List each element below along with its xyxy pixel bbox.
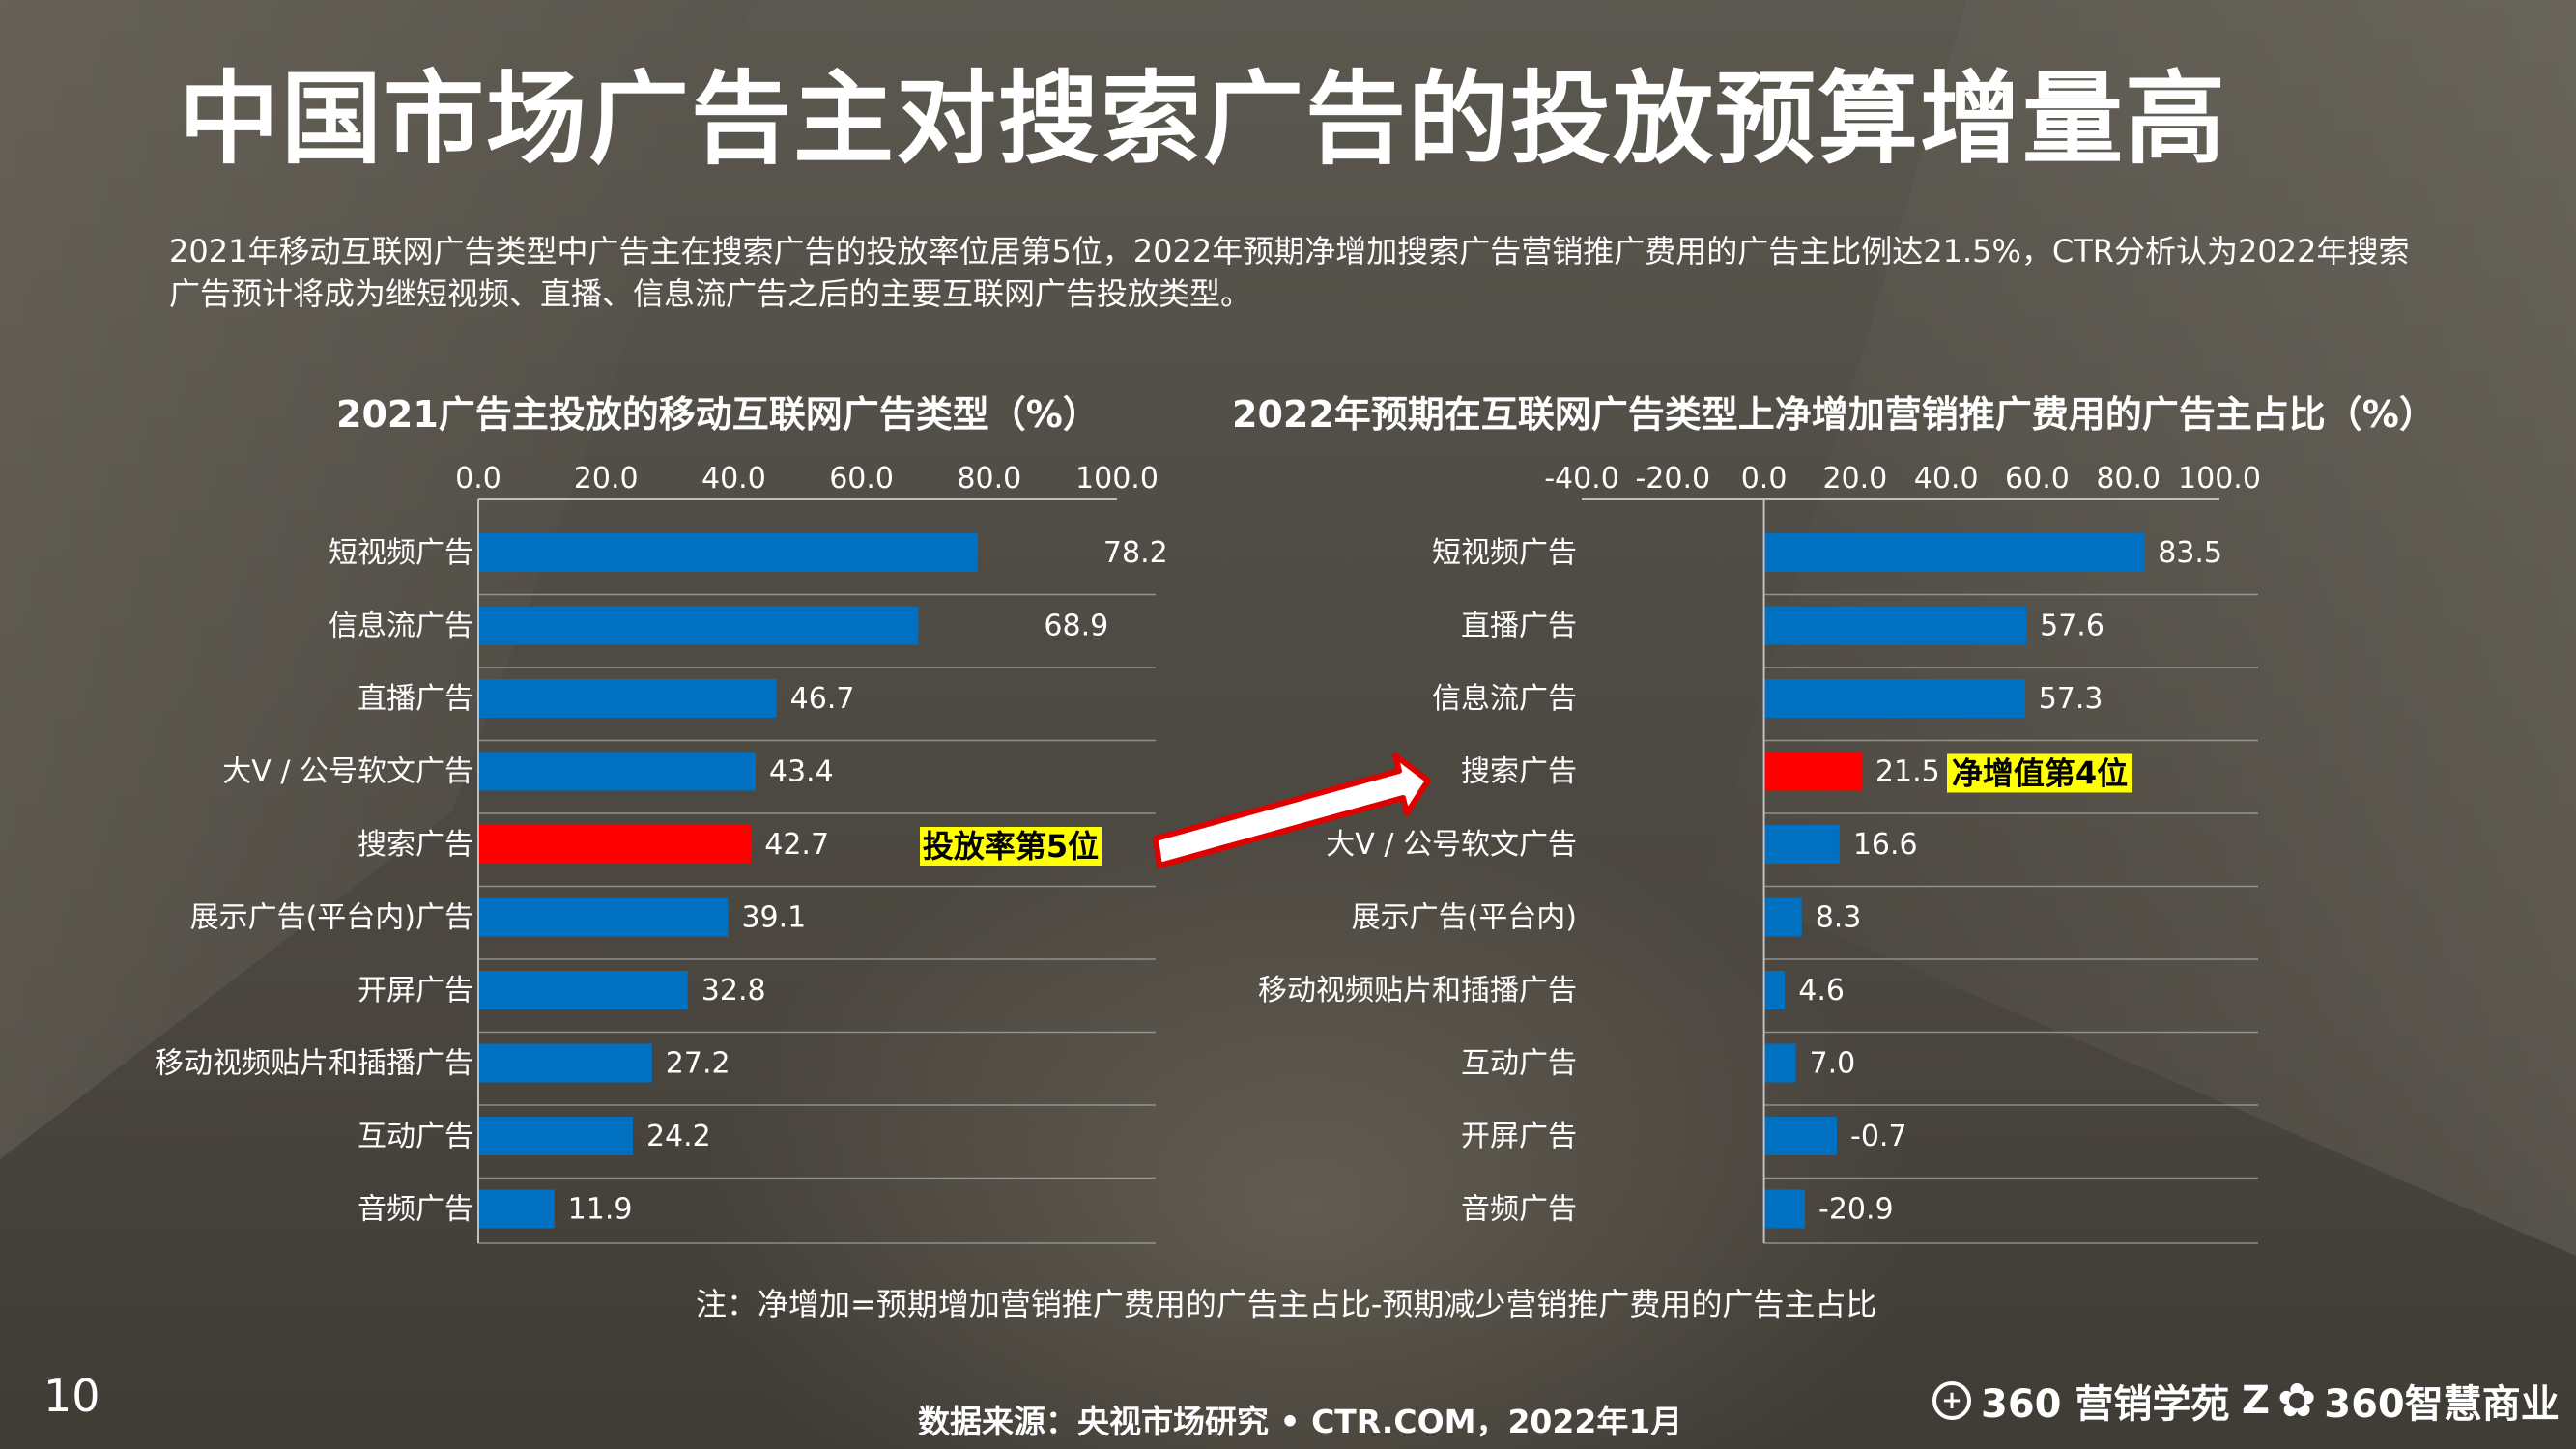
bar-series [478, 606, 919, 645]
category-label: 互动广告 [1461, 1047, 1577, 1081]
data-label: 57.6 [2040, 610, 2104, 643]
bar-series [1763, 897, 1802, 937]
connector-arrow-icon [1153, 753, 1431, 868]
bar-series [478, 679, 777, 718]
data-label: 32.8 [701, 974, 766, 1008]
tick-label: 0.0 [1741, 462, 1788, 496]
data-label: 68.9 [1044, 610, 1108, 643]
flower-icon: ✿ [2277, 1374, 2317, 1428]
bar-series [1763, 971, 1786, 1009]
plus-circle-icon: + [1932, 1381, 1971, 1420]
data-label: 27.2 [666, 1047, 730, 1081]
tick-label: 100.0 [1075, 462, 1159, 496]
data-label: 39.1 [741, 901, 806, 935]
intro-text: 2021年移动互联网广告类型中广告主在搜索广告的投放率位居第5位，2022年预期… [169, 233, 2410, 312]
tick-label: 0.0 [455, 462, 501, 496]
category-label: 直播广告 [358, 682, 473, 716]
callout-box [920, 827, 1102, 866]
category-label: 搜索广告 [1461, 755, 1577, 789]
data-label: -0.7 [1850, 1120, 1907, 1153]
category-label: 短视频广告 [329, 536, 473, 570]
tick-label: 100.0 [2178, 462, 2261, 496]
bar-series [478, 1117, 633, 1155]
bar-series [1763, 606, 2027, 645]
footnote: 注：净增加=预期增加营销推广费用的广告主占比-预期减少营销推广费用的广告主占比 [696, 1286, 1877, 1322]
tick-label: 20.0 [1822, 462, 1887, 496]
logo-right-text: 360智慧商业 [2324, 1382, 2560, 1427]
category-label: 直播广告 [1461, 610, 1577, 643]
category-label: 移动视频贴片和插播广告 [1258, 974, 1577, 1008]
chart-title-2022: 2022年预期在互联网广告类型上净增加营销推广费用的广告主占比（%） [1232, 393, 2436, 436]
data-label: 7.0 [1810, 1047, 1856, 1081]
data-label: 42.7 [764, 828, 829, 862]
data-label: 24.2 [646, 1120, 711, 1153]
tick-label: -20.0 [1635, 462, 1710, 496]
callout-box [1947, 753, 2132, 793]
category-label: 信息流广告 [1432, 682, 1577, 716]
data-label: 11.9 [568, 1193, 633, 1227]
tick-label: 80.0 [2096, 462, 2161, 496]
data-label: 21.5 [1875, 755, 1940, 789]
bar-series [1763, 1189, 1805, 1229]
bar-highlight [478, 825, 752, 864]
category-label: 音频广告 [1461, 1193, 1577, 1227]
logo-360-smart-business: Z ✿ 360智慧商业 [2242, 1372, 2560, 1430]
tick-label: 40.0 [1914, 462, 1979, 496]
slide-title: 中国市场广告主对搜索广告的投放预算增量高 [179, 60, 2228, 178]
bar-series [478, 971, 688, 1009]
tick-label: 60.0 [829, 462, 894, 496]
tick-label: 60.0 [2005, 462, 2070, 496]
logo-360-marketing: + 360 营销学苑 [1932, 1372, 2229, 1430]
category-label: 开屏广告 [1461, 1120, 1577, 1153]
data-label: 8.3 [1816, 901, 1862, 935]
data-label: 78.2 [1103, 536, 1168, 570]
category-label: 开屏广告 [358, 974, 473, 1008]
bar-series [1763, 1117, 1837, 1155]
category-label: 音频广告 [358, 1193, 473, 1227]
category-label: 信息流广告 [329, 610, 473, 643]
tick-label: 20.0 [574, 462, 639, 496]
category-label: 移动视频贴片和插播广告 [155, 1047, 473, 1081]
bar-series [1763, 533, 2145, 572]
category-label: 大V / 公号软文广告 [222, 755, 473, 789]
data-label: 4.6 [1798, 974, 1845, 1008]
category-label: 短视频广告 [1432, 536, 1577, 570]
data-label: 57.3 [2039, 682, 2104, 716]
tick-label: 40.0 [701, 462, 766, 496]
data-label: 83.5 [2158, 536, 2222, 570]
page-number: 10 [43, 1370, 100, 1422]
data-label: 16.6 [1853, 828, 1918, 862]
tick-label: 80.0 [957, 462, 1021, 496]
category-label: 展示广告(平台内) [1352, 901, 1577, 935]
callout-label: 投放率第5位 [923, 828, 1099, 865]
bar-series [478, 533, 978, 572]
bar-series [1763, 1043, 1796, 1083]
data-source: 数据来源：央视市场研究 • CTR.COM，2022年1月 [918, 1403, 1683, 1440]
callout-label: 净增值第4位 [1952, 755, 2128, 792]
bar-series [478, 752, 756, 791]
category-label: 互动广告 [358, 1120, 473, 1153]
bar-highlight [1763, 752, 1862, 791]
data-label: -20.9 [1818, 1193, 1894, 1227]
category-label: 展示广告(平台内)广告 [190, 901, 473, 935]
logo-z-mark: Z [2242, 1378, 2271, 1423]
data-label: 43.4 [769, 755, 834, 789]
bar-series [1763, 825, 1840, 864]
bar-series [478, 1043, 652, 1083]
category-label: 搜索广告 [358, 828, 473, 862]
category-label: 大V / 公号软文广告 [1326, 828, 1577, 862]
bar-series [478, 897, 729, 937]
bar-series [478, 1189, 555, 1229]
data-label: 46.7 [790, 682, 855, 716]
chart-title-2021: 2021广告主投放的移动互联网广告类型（%） [336, 393, 1100, 436]
tick-label: -40.0 [1544, 462, 1619, 496]
bar-series [1763, 679, 2025, 718]
logo-left-text: 360 营销学苑 [1981, 1382, 2230, 1427]
